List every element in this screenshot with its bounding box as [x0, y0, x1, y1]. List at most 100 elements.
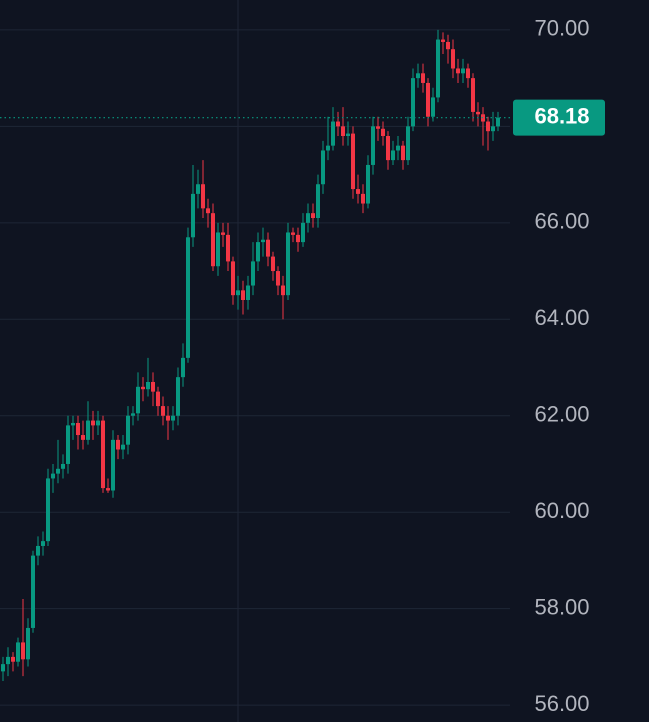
candle-body	[1, 664, 5, 672]
y-tick-label: 58.00	[534, 594, 589, 619]
candle-body	[201, 184, 205, 209]
candle-body	[416, 73, 420, 79]
candle-body	[226, 234, 230, 262]
candle-body	[211, 213, 215, 267]
candle-body	[161, 406, 165, 416]
candle-body	[466, 68, 470, 79]
candle-body	[231, 261, 235, 296]
candle-body	[251, 261, 255, 286]
candle-body	[101, 420, 105, 489]
y-tick-label: 70.00	[534, 16, 589, 41]
candle-body	[126, 415, 130, 445]
candle-body	[306, 213, 310, 223]
candle-body	[401, 145, 405, 161]
candle-body	[386, 136, 390, 161]
candle-body	[246, 285, 250, 300]
candle-body	[326, 145, 330, 151]
candle-body	[346, 133, 350, 137]
last-price-box	[513, 99, 605, 136]
candle-body	[356, 189, 360, 194]
candle-body	[96, 420, 100, 426]
candle-body	[166, 415, 170, 421]
candle-body	[411, 78, 415, 127]
candle-body	[316, 184, 320, 218]
candle-body	[451, 49, 455, 69]
candle-body	[396, 145, 400, 151]
candle-body	[456, 68, 460, 74]
candle-body	[176, 377, 180, 416]
candle-body	[276, 271, 280, 286]
candle-body	[236, 290, 240, 296]
candle-body	[361, 193, 365, 204]
y-tick-label: 62.00	[534, 402, 589, 427]
candle-body	[391, 150, 395, 161]
candle-body	[51, 473, 55, 479]
candle-body	[191, 193, 195, 238]
candle-body	[336, 121, 340, 127]
candle-body	[271, 256, 275, 272]
candle-body	[26, 627, 30, 660]
candle-body	[331, 121, 335, 146]
candle-body	[116, 439, 120, 450]
candle-body	[436, 39, 440, 98]
y-tick-label: 60.00	[534, 498, 589, 523]
candle-body	[496, 117, 500, 127]
candle-body	[341, 126, 345, 137]
y-tick-label: 56.00	[534, 691, 589, 716]
y-tick-label: 66.00	[534, 209, 589, 234]
candle-body	[406, 126, 410, 161]
candle-body	[281, 285, 285, 296]
candle-body	[186, 237, 190, 358]
candle-body	[256, 242, 260, 262]
candle-body	[491, 126, 495, 132]
candle-body	[86, 420, 90, 440]
candle-body	[71, 422, 75, 426]
candle-body	[66, 425, 70, 464]
candle-body	[196, 184, 200, 194]
candle-body	[136, 386, 140, 414]
candle-body	[446, 41, 450, 50]
candle-body	[61, 463, 65, 469]
candle-body	[131, 413, 135, 416]
candle-body	[76, 422, 80, 436]
candle-body	[486, 121, 490, 132]
candle-body	[81, 435, 85, 440]
y-tick-label: 64.00	[534, 305, 589, 330]
candle-body	[31, 555, 35, 628]
candle-body	[431, 97, 435, 117]
candle-body	[421, 73, 425, 83]
candle-body	[296, 234, 300, 243]
candle-body	[291, 232, 295, 235]
candle-body	[11, 656, 15, 662]
candle-body	[366, 164, 370, 204]
candle-body	[156, 391, 160, 407]
candle-body	[441, 39, 445, 42]
candle-body	[426, 82, 430, 117]
candle-body	[261, 239, 265, 243]
candle-body	[16, 642, 20, 662]
candle-body	[56, 468, 60, 474]
candle-body	[311, 213, 315, 218]
last-price-label: 68.18	[534, 103, 589, 128]
candle-body	[21, 642, 25, 660]
candle-body	[41, 541, 45, 546]
candle-body	[301, 222, 305, 243]
candle-body	[266, 239, 270, 257]
candle-body	[6, 656, 10, 665]
candle-body	[241, 290, 245, 300]
candle-body	[146, 381, 150, 390]
candle-body	[36, 545, 40, 556]
candle-body	[91, 420, 95, 426]
candle-body	[151, 381, 155, 392]
candle-body	[286, 232, 290, 296]
candle-body	[216, 232, 220, 267]
candle-body	[351, 133, 355, 190]
candle-body	[141, 386, 145, 390]
candle-body	[381, 128, 385, 137]
candle-body	[471, 78, 475, 112]
candle-body	[206, 208, 210, 214]
candle-body	[476, 111, 480, 115]
candle-body	[461, 68, 465, 74]
